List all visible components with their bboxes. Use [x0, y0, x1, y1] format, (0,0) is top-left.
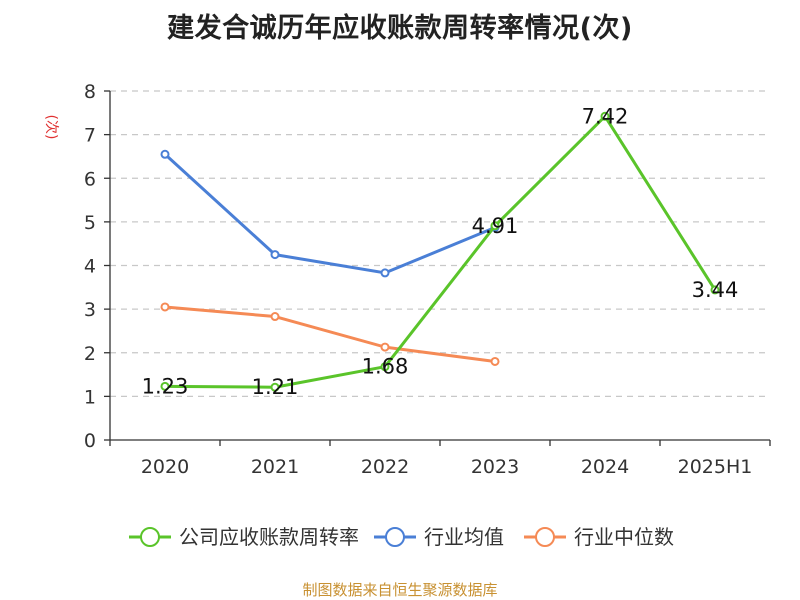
x-tick-label: 2023 [471, 456, 519, 478]
legend-item[interactable]: 行业中位数 [524, 525, 674, 549]
data-point [600, 111, 610, 121]
legend[interactable]: 公司应收账款周转率 行业均值 行业中位数 [129, 525, 674, 549]
data-point [380, 362, 390, 372]
y-tick-label: 6 [84, 168, 96, 190]
data-point [490, 356, 500, 366]
legend-item[interactable]: 公司应收账款周转率 [129, 525, 359, 549]
legend-label: 行业均值 [424, 525, 504, 549]
y-tick-label: 0 [84, 430, 96, 452]
legend-label: 行业中位数 [574, 525, 674, 549]
y-tick-label: 3 [84, 299, 96, 321]
data-point [160, 149, 170, 159]
data-label: 1.21 [252, 375, 299, 399]
series [160, 111, 720, 392]
series-line [163, 305, 497, 363]
data-label: 4.91 [472, 214, 519, 238]
series-line [163, 152, 497, 275]
data-point [270, 312, 280, 322]
source-note: 制图数据来自恒生聚源数据库 [302, 581, 498, 599]
x-tick-label: 2021 [251, 456, 299, 478]
data-labels: 1.23 1.21 1.68 4.91 7.42 3.44 [142, 104, 739, 399]
y-tick-label: 1 [84, 386, 96, 408]
y-axis-label: (次) [43, 115, 59, 140]
data-point [270, 382, 280, 392]
data-point [160, 381, 170, 391]
data-label: 3.44 [692, 278, 739, 302]
legend-item[interactable]: 行业均值 [374, 525, 504, 549]
data-point [490, 221, 500, 231]
series-line [163, 114, 717, 389]
data-label: 1.68 [362, 355, 409, 379]
y-tick-label: 4 [84, 256, 96, 278]
data-point [380, 342, 390, 352]
data-label: 7.42 [582, 104, 629, 128]
data-point [710, 285, 720, 295]
grid-lines [110, 90, 770, 398]
y-tick-label: 7 [84, 125, 96, 147]
legend-label: 公司应收账款周转率 [179, 525, 359, 549]
data-point [270, 250, 280, 260]
x-tick-label: 2025H1 [678, 456, 753, 478]
chart-title: 建发合诚历年应收账款周转率情况(次) [167, 13, 633, 44]
legend-marker-icon [140, 527, 160, 547]
legend-marker-icon [385, 527, 405, 547]
data-label: 1.23 [142, 374, 189, 398]
y-tick-label: 8 [84, 81, 96, 103]
x-tick-label: 2022 [361, 456, 409, 478]
axes: 0 1 2 3 4 5 6 7 8 2020 2021 2022 2023 2024 2025H1 [84, 81, 771, 478]
x-tick-label: 2024 [581, 456, 629, 478]
data-point [380, 268, 390, 278]
legend-marker-icon [535, 527, 555, 547]
data-point [160, 302, 170, 312]
x-tick-label: 2020 [141, 456, 189, 478]
y-tick-label: 2 [84, 343, 96, 365]
y-tick-label: 5 [84, 212, 96, 234]
